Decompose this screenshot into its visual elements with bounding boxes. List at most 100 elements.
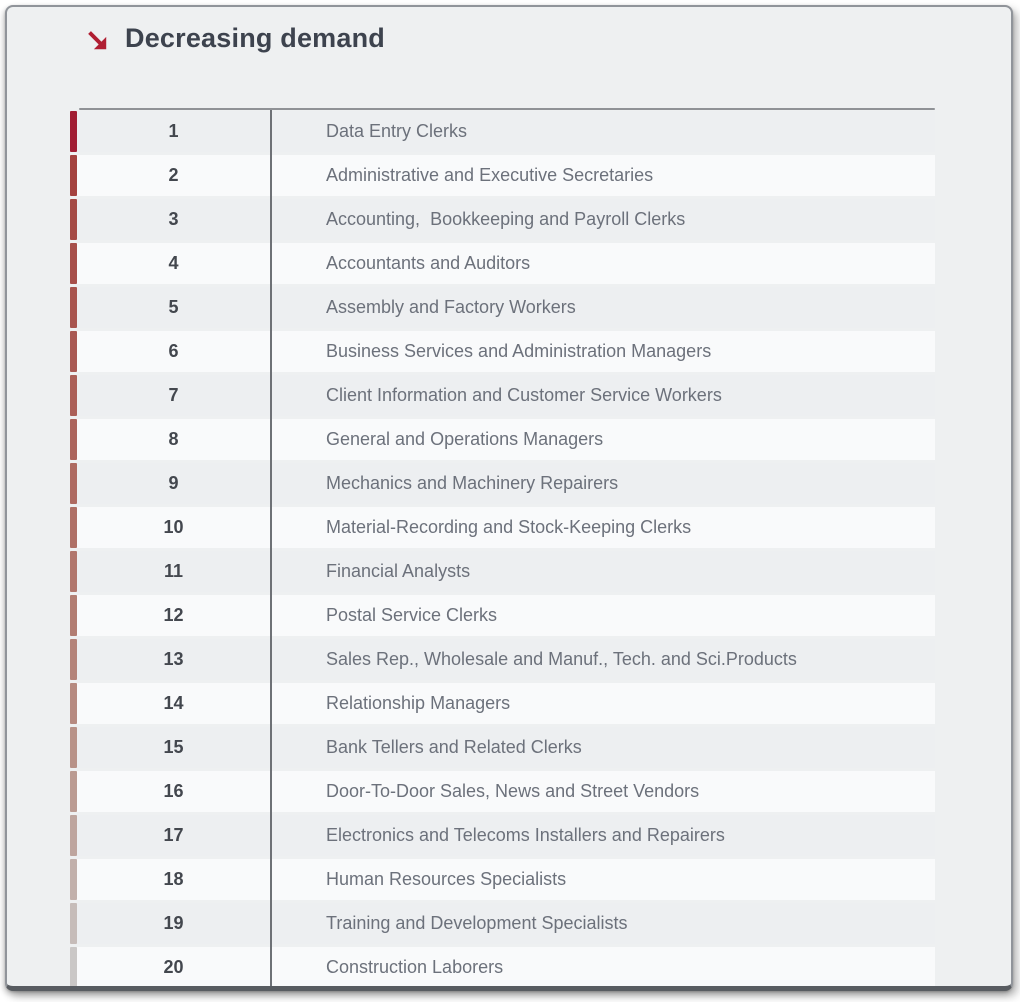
row-body: 1 Data Entry Clerks: [77, 111, 935, 152]
job-role-cell: Training and Development Specialists: [326, 913, 628, 933]
table-row: 15 Bank Tellers and Related Clerks: [70, 727, 935, 768]
row-body: 5 Assembly and Factory Workers: [77, 287, 935, 328]
table-row: 2 Administrative and Executive Secretari…: [70, 155, 935, 196]
rank-color-bar: [70, 463, 77, 504]
demand-table-rows: 1 Data Entry Clerks 2 Administrative and…: [70, 111, 935, 986]
job-role-cell: Mechanics and Machinery Repairers: [326, 473, 619, 493]
rank-cell: 11: [163, 561, 184, 581]
job-role-cell: Accountants and Auditors: [326, 253, 531, 273]
report-card: Decreasing demand 1 Data Entry Clerks 2 …: [5, 5, 1013, 991]
rank-color-bar: [70, 331, 77, 372]
row-body: 18 Human Resources Specialists: [77, 859, 935, 900]
rank-color-bar: [70, 727, 77, 768]
row-body: 3 Accounting, Bookkeeping and Payroll Cl…: [77, 199, 935, 240]
table-row: 10 Material-Recording and Stock-Keeping …: [70, 507, 935, 548]
arrow-down-right-icon: [85, 28, 111, 54]
job-role-cell: Assembly and Factory Workers: [326, 297, 576, 317]
table-row: 3 Accounting, Bookkeeping and Payroll Cl…: [70, 199, 935, 240]
rank-cell: 14: [163, 693, 184, 713]
table-row: 7 Client Information and Customer Servic…: [70, 375, 935, 416]
table-row: 8 General and Operations Managers: [70, 419, 935, 460]
rank-color-bar: [70, 683, 77, 724]
row-body: 2 Administrative and Executive Secretari…: [77, 155, 935, 196]
table-row: 16 Door-To-Door Sales, News and Street V…: [70, 771, 935, 812]
decreasing-demand-table: 1 Data Entry Clerks 2 Administrative and…: [70, 108, 935, 986]
row-body: 10 Material-Recording and Stock-Keeping …: [77, 507, 935, 548]
rank-color-bar: [70, 639, 77, 680]
rank-color-bar: [70, 815, 77, 856]
rank-color-bar: [70, 243, 77, 284]
rank-color-bar: [70, 507, 77, 548]
rank-cell: 17: [163, 825, 184, 845]
job-role-cell: Electronics and Telecoms Installers and …: [326, 825, 725, 845]
rank-cell: 16: [163, 781, 184, 801]
row-body: 20 Construction Laborers: [77, 947, 935, 986]
rank-cell: 4: [168, 253, 179, 273]
row-body: 8 General and Operations Managers: [77, 419, 935, 460]
rank-color-bar: [70, 859, 77, 900]
rank-cell: 2: [168, 165, 179, 185]
job-role-cell: Door-To-Door Sales, News and Street Vend…: [326, 781, 700, 801]
job-role-cell: Human Resources Specialists: [326, 869, 567, 889]
table-row: 6 Business Services and Administration M…: [70, 331, 935, 372]
job-role-cell: General and Operations Managers: [326, 429, 604, 449]
job-role-cell: Business Services and Administration Man…: [326, 341, 712, 361]
table-row: 1 Data Entry Clerks: [70, 111, 935, 152]
job-role-cell: Construction Laborers: [326, 957, 504, 977]
row-body: 14 Relationship Managers: [77, 683, 935, 724]
job-role-cell: Client Information and Customer Service …: [326, 385, 722, 405]
table-row: 5 Assembly and Factory Workers: [70, 287, 935, 328]
rank-cell: 20: [163, 957, 184, 977]
table-row: 4 Accountants and Auditors: [70, 243, 935, 284]
rank-color-bar: [70, 111, 77, 152]
rank-cell: 18: [163, 869, 184, 889]
table-row: 13 Sales Rep., Wholesale and Manuf., Tec…: [70, 639, 935, 680]
row-body: 13 Sales Rep., Wholesale and Manuf., Tec…: [77, 639, 935, 680]
rank-color-bar: [70, 947, 77, 986]
table-row: 20 Construction Laborers: [70, 947, 935, 986]
table-top-border: [79, 108, 935, 110]
table-row: 17 Electronics and Telecoms Installers a…: [70, 815, 935, 856]
row-body: 7 Client Information and Customer Servic…: [77, 375, 935, 416]
rank-cell: 12: [163, 605, 184, 625]
row-body: 15 Bank Tellers and Related Clerks: [77, 727, 935, 768]
rank-color-bar: [70, 287, 77, 328]
rank-cell: 1: [168, 121, 179, 141]
rank-cell: 13: [163, 649, 184, 669]
rank-color-bar: [70, 771, 77, 812]
table-row: 12 Postal Service Clerks: [70, 595, 935, 636]
page-title: Decreasing demand: [125, 22, 385, 53]
job-role-cell: Bank Tellers and Related Clerks: [326, 737, 582, 757]
rank-cell: 7: [168, 385, 179, 405]
table-row: 11 Financial Analysts: [70, 551, 935, 592]
rank-cell: 15: [163, 737, 184, 757]
rank-color-bar: [70, 551, 77, 592]
rank-cell: 19: [163, 913, 184, 933]
row-body: 17 Electronics and Telecoms Installers a…: [77, 815, 935, 856]
rank-cell: 9: [168, 473, 179, 493]
rank-color-bar: [70, 419, 77, 460]
row-body: 19 Training and Development Specialists: [77, 903, 935, 944]
rank-cell: 3: [168, 209, 179, 229]
rank-cell: 5: [168, 297, 179, 317]
job-role-cell: Administrative and Executive Secretaries: [326, 165, 654, 185]
row-body: 16 Door-To-Door Sales, News and Street V…: [77, 771, 935, 812]
row-body: 12 Postal Service Clerks: [77, 595, 935, 636]
table-row: 18 Human Resources Specialists: [70, 859, 935, 900]
job-role-cell: Accounting, Bookkeeping and Payroll Cler…: [326, 209, 686, 229]
row-body: 11 Financial Analysts: [77, 551, 935, 592]
job-role-cell: Relationship Managers: [326, 693, 511, 713]
rank-color-bar: [70, 199, 77, 240]
rank-color-bar: [70, 595, 77, 636]
section-header: Decreasing demand: [85, 22, 385, 54]
job-role-cell: Material-Recording and Stock-Keeping Cle…: [326, 517, 692, 537]
job-role-cell: Data Entry Clerks: [326, 121, 468, 141]
job-role-cell: Postal Service Clerks: [326, 605, 498, 625]
job-role-cell: Sales Rep., Wholesale and Manuf., Tech. …: [326, 649, 797, 669]
table-row: 19 Training and Development Specialists: [70, 903, 935, 944]
rank-color-bar: [70, 375, 77, 416]
row-body: 9 Mechanics and Machinery Repairers: [77, 463, 935, 504]
row-body: 4 Accountants and Auditors: [77, 243, 935, 284]
table-row: 9 Mechanics and Machinery Repairers: [70, 463, 935, 504]
rank-cell: 10: [163, 517, 184, 537]
